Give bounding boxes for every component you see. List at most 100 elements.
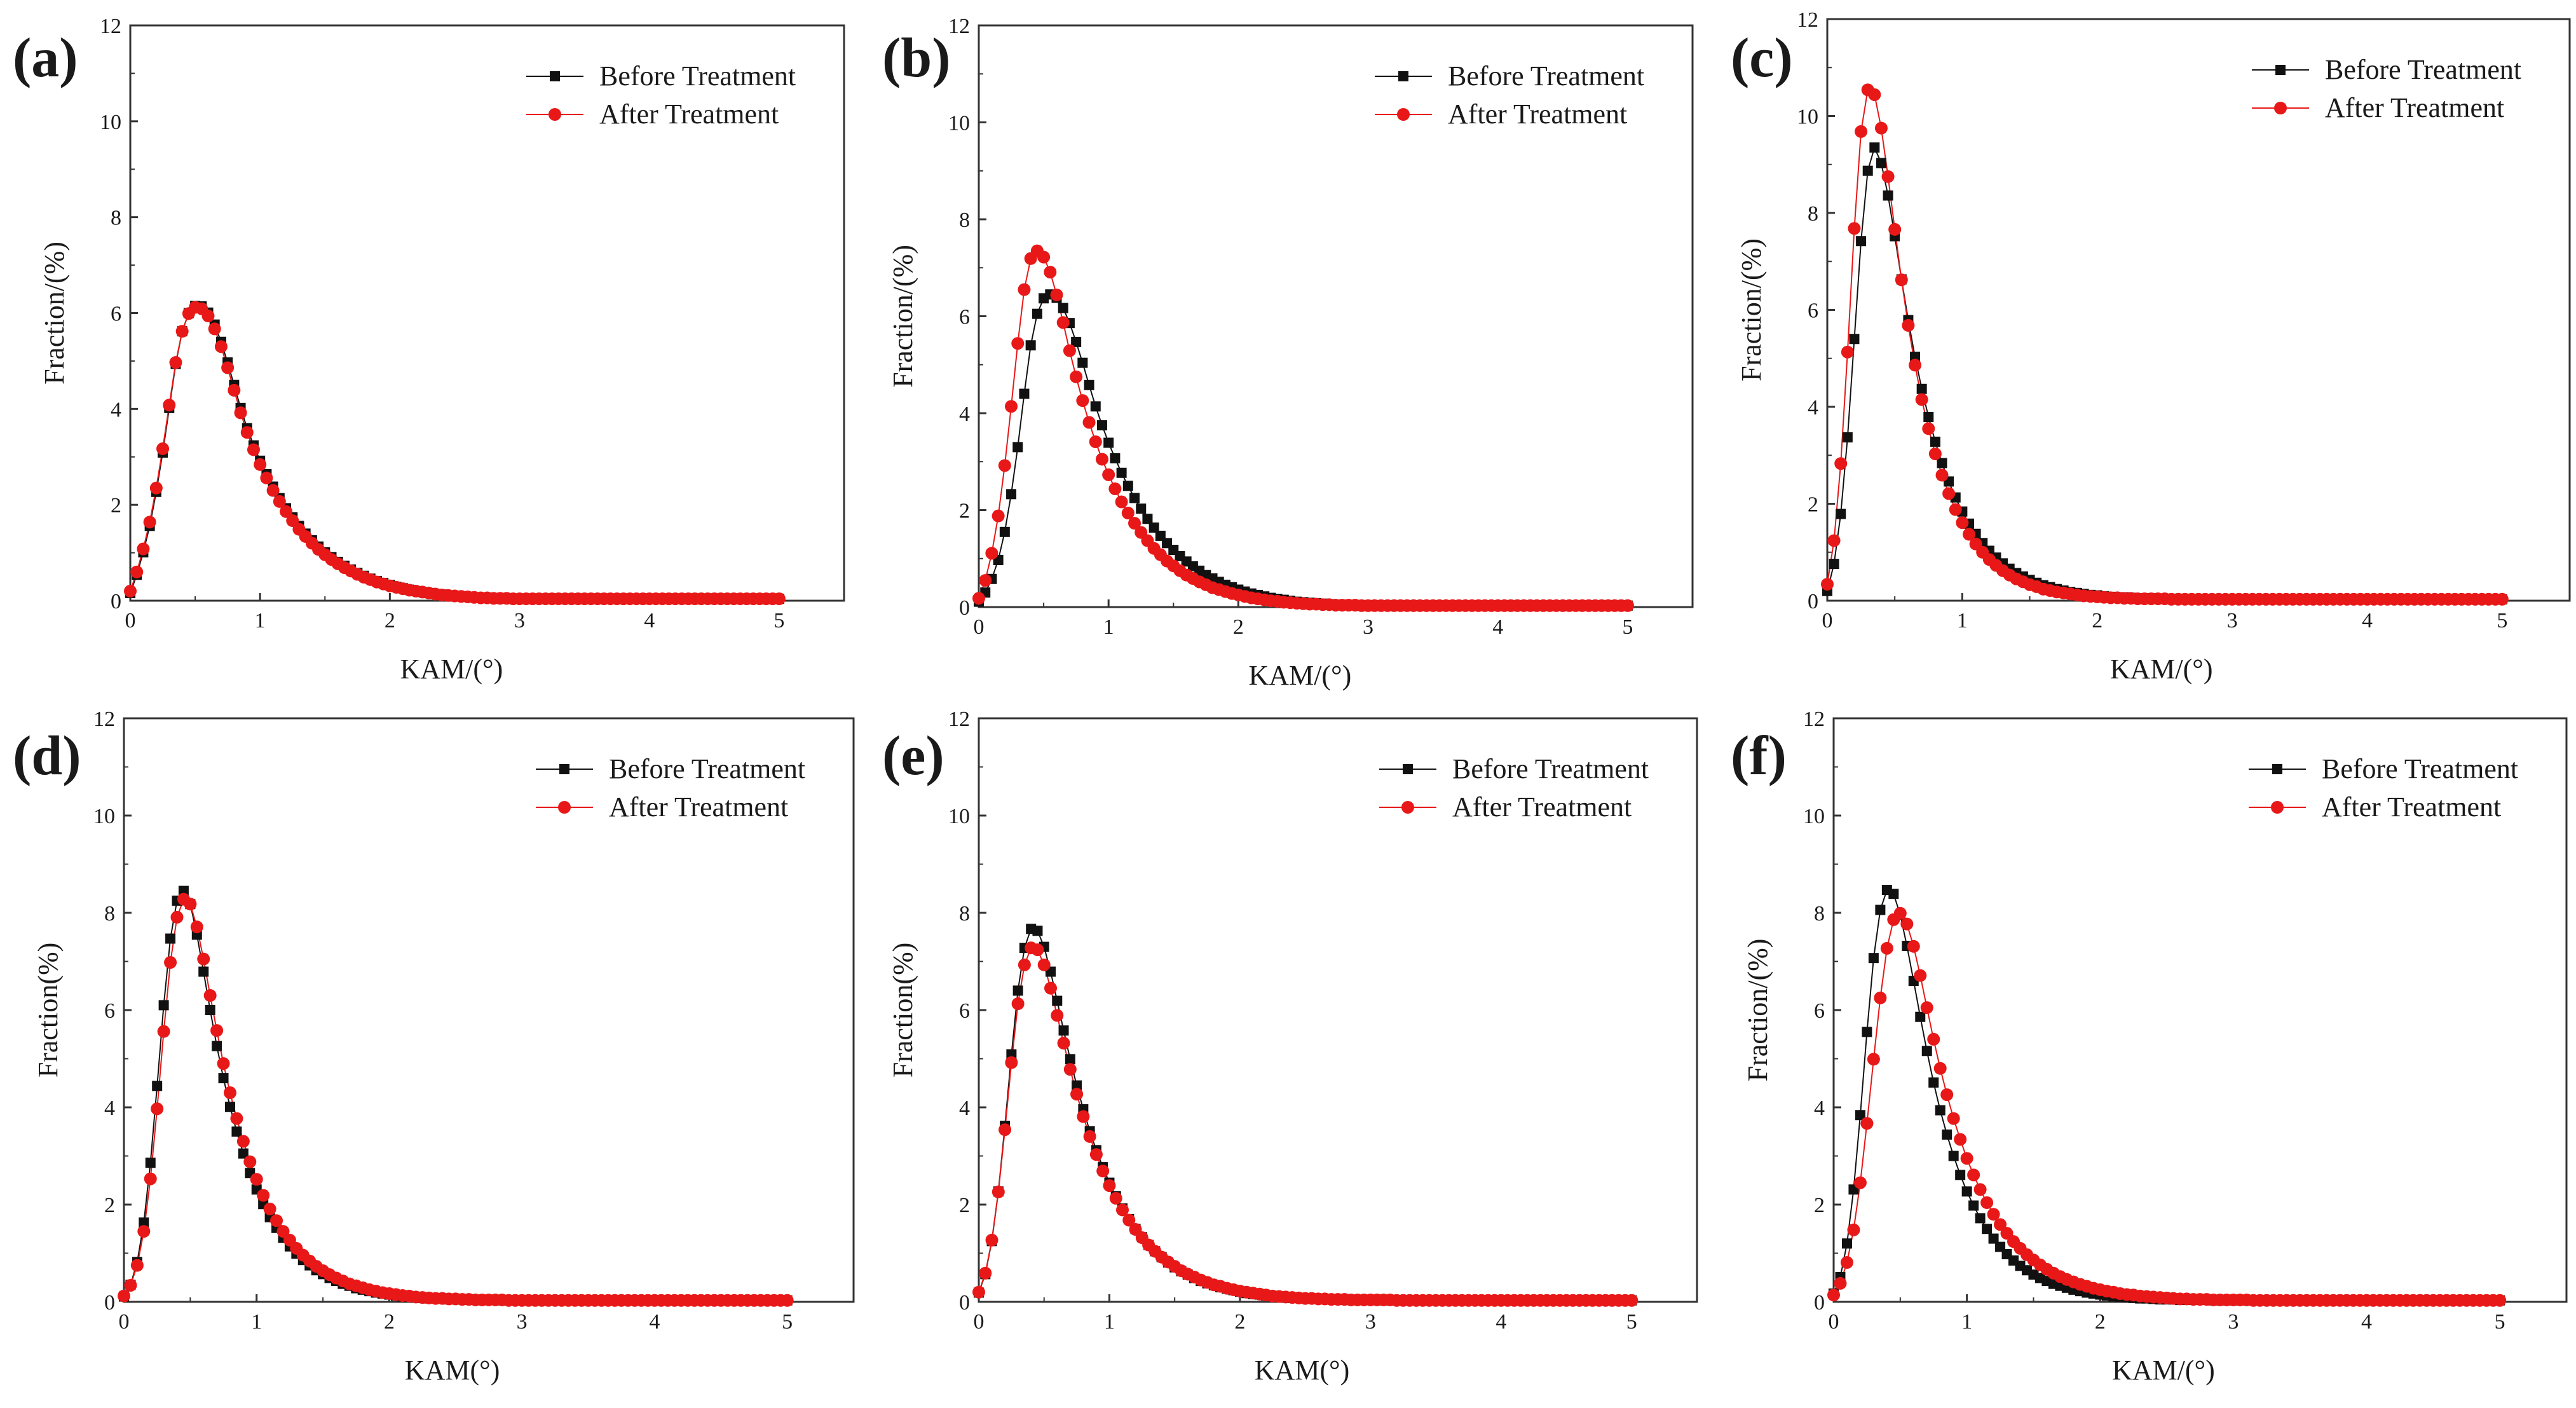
data-point-after: [1895, 273, 1908, 287]
x-tick-label: 2: [385, 609, 395, 632]
data-point-after: [223, 1086, 236, 1100]
x-tick-label: 4: [2362, 609, 2373, 632]
legend-label-after: After Treatment: [609, 791, 788, 823]
data-point-before: [1876, 158, 1886, 168]
data-point-after: [156, 442, 170, 455]
data-point-before: [1849, 334, 1860, 345]
legend-label-after: After Treatment: [1452, 791, 1632, 823]
data-point-before: [1019, 388, 1030, 399]
data-point-after: [1122, 1213, 1136, 1227]
data-point-after: [210, 1024, 224, 1037]
data-point-after: [240, 426, 254, 439]
y-axis-title: Fraction(%): [887, 943, 918, 1078]
y-tick-label: 8: [1814, 902, 1825, 926]
data-point-after: [164, 956, 177, 969]
x-tick-label: 4: [644, 609, 655, 632]
series-line-before: [130, 305, 779, 599]
data-point-after: [1834, 457, 1848, 470]
data-point-after: [1108, 482, 1122, 495]
y-axis-title: Fraction/(%): [1736, 238, 1767, 381]
data-point-after: [1063, 1063, 1077, 1076]
legend-marker-before: [2272, 764, 2282, 774]
data-point-before: [238, 1148, 249, 1159]
data-point-before: [1032, 308, 1042, 319]
x-tick-label: 1: [1104, 1310, 1115, 1334]
series-line-after: [978, 947, 1632, 1301]
data-point-after: [1089, 1148, 1103, 1161]
y-tick-label: 4: [959, 1097, 970, 1120]
legend-marker-after: [2271, 801, 2284, 814]
data-point-after: [247, 443, 260, 456]
data-point-after: [163, 399, 176, 412]
y-tick-label: 8: [111, 207, 121, 230]
legend-marker-after: [558, 801, 571, 814]
x-tick-label: 1: [251, 1310, 262, 1334]
legend-marker-after: [2274, 102, 2287, 114]
y-tick-label: 4: [104, 1097, 115, 1120]
x-tick-label: 1: [1103, 615, 1114, 639]
data-point-after: [157, 1025, 170, 1038]
y-tick-label: 0: [959, 1291, 970, 1315]
x-tick-label: 5: [1626, 1310, 1637, 1334]
series-line-after: [123, 898, 787, 1301]
y-tick-label: 10: [948, 112, 970, 135]
data-point-after: [998, 459, 1011, 472]
data-point-before: [205, 1005, 215, 1015]
data-point-after: [1077, 1110, 1090, 1123]
x-tick-label: 4: [1496, 1310, 1506, 1334]
data-point-after: [137, 542, 150, 556]
y-axis-title: Fraction/(%): [1742, 939, 1773, 1082]
data-point-after: [1121, 507, 1135, 520]
data-point-before: [1841, 1238, 1852, 1249]
data-point-after: [1005, 400, 1018, 413]
data-point-before: [1012, 442, 1023, 453]
data-point-after: [144, 1172, 157, 1186]
y-tick-label: 12: [1797, 8, 1818, 32]
data-point-after: [280, 505, 293, 518]
y-axis-title: Fraction/(%): [39, 242, 70, 385]
data-point-after: [1940, 1088, 1954, 1102]
data-point-before: [1942, 1129, 1952, 1140]
data-point-before: [1869, 142, 1880, 153]
data-point-before: [224, 1102, 235, 1112]
x-tick-label: 5: [2495, 1310, 2505, 1334]
data-point-after: [1109, 1192, 1122, 1205]
data-point-after: [197, 952, 210, 966]
data-point-before: [1077, 357, 1088, 368]
legend-marker-after: [1397, 108, 1410, 121]
panel-label: (b): [882, 27, 951, 89]
y-tick-label: 10: [1797, 106, 1818, 129]
x-tick-label: 0: [119, 1310, 130, 1334]
y-tick-label: 4: [1814, 1097, 1825, 1120]
x-tick-label: 2: [1233, 615, 1244, 639]
data-point-after: [266, 484, 280, 497]
data-point-before: [1923, 412, 1934, 423]
data-point-after: [1914, 969, 1927, 982]
legend-label-after: After Treatment: [599, 99, 779, 130]
y-tick-label: 12: [100, 15, 121, 38]
x-tick-label: 4: [2361, 1310, 2372, 1334]
data-point-after: [1070, 370, 1083, 383]
data-point-before: [1842, 432, 1853, 443]
data-point-after: [1994, 1218, 2007, 1231]
data-point-after: [151, 1102, 164, 1116]
data-point-after: [257, 1189, 270, 1202]
data-point-after: [254, 458, 267, 471]
data-point-after: [2495, 592, 2509, 606]
data-point-after: [1044, 266, 1057, 279]
data-point-after: [1853, 1176, 1867, 1189]
series-line-before: [978, 927, 1632, 1301]
data-point-before: [1025, 340, 1036, 351]
legend-label-before: Before Treatment: [1448, 60, 1644, 92]
data-point-after: [1089, 435, 1102, 448]
y-tick-label: 6: [959, 306, 970, 329]
y-tick-label: 8: [959, 208, 970, 232]
chart-panel-d: (d)0 1 2 3 4 5024681012KAM(°)Fraction(%)Befor…: [13, 707, 855, 1386]
data-point-after: [137, 1225, 151, 1238]
x-axis-title: KAM/(°): [400, 653, 503, 685]
data-point-after: [1980, 1196, 1994, 1209]
data-point-after: [276, 1225, 290, 1238]
data-point-after: [228, 383, 241, 397]
data-point-before: [1921, 1046, 1932, 1056]
